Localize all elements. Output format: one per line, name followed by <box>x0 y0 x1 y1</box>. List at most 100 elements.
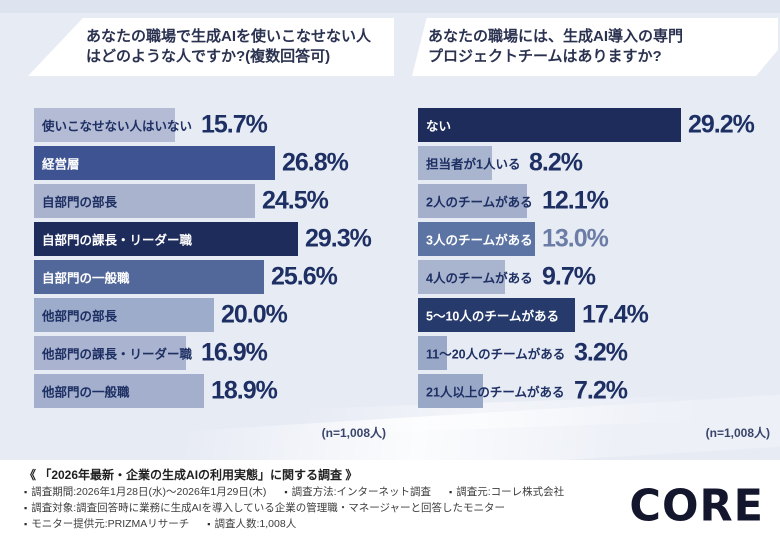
survey-detail-line: ▪ 調査期間:2026年1月28日(水)〜2026年1月29日(木) ▪ 調査方法:イ… <box>24 484 624 500</box>
right-chart-title-line2: プロジェクトチームはありますか? <box>428 48 662 65</box>
percent-label: 29.3% <box>305 224 372 253</box>
bullet-icon: ▪ <box>24 487 28 497</box>
bar-label: 担当者が1人いる <box>426 157 521 172</box>
bar-row: 他部門の一般職 18.9% <box>34 374 392 408</box>
bar <box>418 222 535 256</box>
percent-label: 12.1% <box>542 186 609 215</box>
survey-detail-line: ▪ 調査対象:調査回答時に業務に生成AIを導入している企業の管理職・マネージャーと… <box>24 500 624 516</box>
bar-label: 使いこなせない人はいない <box>42 119 193 134</box>
bar-row: 2人のチームがある 12.1% <box>418 184 776 218</box>
bar-row: ない 29.2% <box>418 108 776 142</box>
percent-label: 13.0% <box>542 224 609 253</box>
bar-row: 自部門の一般職 25.6% <box>34 260 392 294</box>
right-chart-sample-size: (n=1,008人) <box>705 426 770 440</box>
bar-label: 4人のチームがある <box>426 271 533 286</box>
bar-label: 5〜10人のチームがある <box>426 309 559 324</box>
survey-detail-line: ▪ モニター提供元:PRIZMAリサーチ ▪ 調査人数:1,008人 <box>24 516 624 532</box>
bar-label: 自部門の部長 <box>42 195 118 210</box>
bar <box>34 336 186 370</box>
survey-title: 《 「2026年最新・企業の生成AIの利用実態」に関する調査 》 <box>24 468 358 482</box>
bar-label: 21人以上のチームがある <box>426 385 565 400</box>
bullet-icon: ▪ <box>207 519 211 529</box>
core-logo: CORE <box>629 480 764 532</box>
bar-label: 11〜20人のチームがある <box>426 347 566 362</box>
top-band-decoration <box>0 0 780 13</box>
bar-label: 自部門の課長・リーダー職 <box>42 233 193 248</box>
bar <box>34 374 204 408</box>
bar-row: 5〜10人のチームがある 17.4% <box>418 298 776 332</box>
bar-row: 他部門の部長 20.0% <box>34 298 392 332</box>
percent-label: 29.2% <box>688 110 755 139</box>
bar <box>418 146 492 180</box>
bar-row: 担当者が1人いる 8.2% <box>418 146 776 180</box>
bar-label: 自部門の一般職 <box>42 271 130 286</box>
percent-label: 3.2% <box>574 338 628 367</box>
bar-row: 経営層 26.8% <box>34 146 392 180</box>
survey-detail-lines: ▪ 調査期間:2026年1月28日(水)〜2026年1月29日(木) ▪ 調査方法:イ… <box>24 484 624 532</box>
percent-label: 16.9% <box>201 338 268 367</box>
bar-row: 4人のチームがある 9.7% <box>418 260 776 294</box>
survey-detail-item: ▪ 調査方法:インターネット調査 <box>284 486 431 498</box>
left-bar-chart: あなたの職場で生成AIを使いこなせない人 はどのような人ですか?(複数回答可) … <box>28 0 394 460</box>
bar-row: 他部門の課長・リーダー職 16.9% <box>34 336 392 370</box>
left-chart-title: あなたの職場で生成AIを使いこなせない人 はどのような人ですか?(複数回答可) <box>28 18 394 67</box>
percent-label: 8.2% <box>529 148 583 177</box>
left-chart-title-line1: あなたの職場で生成AIを使いこなせない人 <box>86 28 372 45</box>
percent-label: 17.4% <box>582 300 649 329</box>
bar <box>418 374 483 408</box>
percent-label: 18.9% <box>211 376 278 405</box>
bar-label: 他部門の一般職 <box>42 385 130 400</box>
bar-label: 他部門の部長 <box>42 309 118 324</box>
bar-row: 11〜20人のチームがある 3.2% <box>418 336 776 370</box>
bar-row: 自部門の部長 24.5% <box>34 184 392 218</box>
footer-background <box>0 460 780 540</box>
survey-detail-item: ▪ 調査元:コーレ株式会社 <box>449 486 565 498</box>
bar-label: 経営層 <box>42 157 80 172</box>
percent-label: 24.5% <box>262 186 329 215</box>
right-chart-title-band: あなたの職場には、生成AI導入の専門 プロジェクトチームはありますか? <box>412 18 778 76</box>
bar <box>34 184 255 218</box>
bar <box>34 260 264 294</box>
bar-label: ない <box>426 119 452 134</box>
percent-label: 25.6% <box>271 262 338 291</box>
right-chart-title: あなたの職場には、生成AI導入の専門 プロジェクトチームはありますか? <box>412 18 778 67</box>
bullet-icon: ▪ <box>284 487 288 497</box>
percent-label: 26.8% <box>282 148 349 177</box>
bar <box>418 336 447 370</box>
bullet-icon: ▪ <box>24 503 28 513</box>
bar <box>418 298 575 332</box>
bar <box>418 260 505 294</box>
right-chart-title-line1: あなたの職場には、生成AI導入の専門 <box>428 28 684 45</box>
left-chart-sample-size: (n=1,008人) <box>321 426 386 440</box>
percent-label: 9.7% <box>542 262 596 291</box>
bar <box>34 298 214 332</box>
percent-label: 7.2% <box>574 376 628 405</box>
left-chart-title-line2: はどのような人ですか?(複数回答可) <box>86 48 331 65</box>
bar <box>418 108 681 142</box>
bullet-icon: ▪ <box>449 487 453 497</box>
survey-detail-item: ▪ モニター提供元:PRIZMAリサーチ <box>24 518 190 530</box>
bar-row: 21人以上のチームがある 7.2% <box>418 374 776 408</box>
bar <box>418 184 527 218</box>
bar-label: 他部門の課長・リーダー職 <box>42 347 193 362</box>
bar-label: 3人のチームがある <box>426 233 533 248</box>
bar-row: 自部門の課長・リーダー職 29.3% <box>34 222 392 256</box>
bar <box>34 108 175 142</box>
bar <box>34 222 298 256</box>
right-bar-chart: あなたの職場には、生成AI導入の専門 プロジェクトチームはありますか? ない 29… <box>412 0 778 460</box>
bar <box>34 146 275 180</box>
survey-detail-item: ▪ 調査人数:1,008人 <box>207 518 297 530</box>
survey-detail-item: ▪ 調査対象:調査回答時に業務に生成AIを導入している企業の管理職・マネージャーと… <box>24 502 505 514</box>
bar-row: 3人のチームがある 13.0% <box>418 222 776 256</box>
bar-label: 2人のチームがある <box>426 195 533 210</box>
left-chart-rows: 使いこなせない人はいない 15.7% 経営層 26.8% 自部門の部長 24.5% 自部門の… <box>34 108 392 412</box>
left-chart-title-band: あなたの職場で生成AIを使いこなせない人 はどのような人ですか?(複数回答可) <box>28 18 394 76</box>
percent-label: 20.0% <box>221 300 288 329</box>
bullet-icon: ▪ <box>24 519 28 529</box>
survey-detail-item: ▪ 調査期間:2026年1月28日(水)〜2026年1月29日(木) <box>24 486 267 498</box>
bar-row: 使いこなせない人はいない 15.7% <box>34 108 392 142</box>
percent-label: 15.7% <box>201 110 268 139</box>
survey-details-footer: 《 「2026年最新・企業の生成AIの利用実態」に関する調査 》 ▪ 調査期間:2… <box>24 467 624 532</box>
right-chart-rows: ない 29.2% 担当者が1人いる 8.2% 2人のチームがある 12.1% 3人のチームが… <box>418 108 776 412</box>
